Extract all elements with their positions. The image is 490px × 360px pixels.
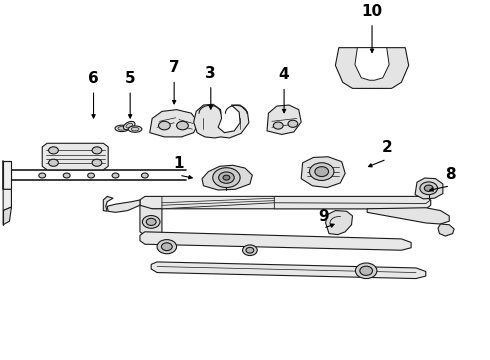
Text: 8: 8	[445, 167, 456, 181]
Text: 2: 2	[381, 140, 392, 155]
Polygon shape	[103, 197, 113, 211]
Circle shape	[159, 121, 170, 130]
Circle shape	[223, 175, 230, 180]
Circle shape	[143, 216, 160, 228]
Circle shape	[360, 266, 372, 275]
Circle shape	[176, 121, 188, 130]
Circle shape	[147, 219, 156, 225]
Polygon shape	[140, 205, 162, 236]
Text: 1: 1	[174, 156, 184, 171]
Polygon shape	[267, 105, 301, 134]
Circle shape	[112, 173, 119, 178]
Polygon shape	[326, 211, 352, 235]
Polygon shape	[301, 157, 345, 188]
Circle shape	[157, 240, 176, 254]
Text: 7: 7	[169, 60, 179, 75]
Ellipse shape	[118, 127, 126, 130]
Polygon shape	[202, 165, 252, 190]
Polygon shape	[3, 207, 11, 225]
Circle shape	[63, 173, 70, 178]
Polygon shape	[162, 197, 274, 209]
Circle shape	[273, 122, 283, 129]
Polygon shape	[367, 208, 449, 224]
Circle shape	[161, 243, 172, 251]
Circle shape	[420, 182, 438, 195]
Ellipse shape	[115, 125, 129, 132]
Polygon shape	[438, 224, 454, 236]
Polygon shape	[335, 48, 409, 89]
Polygon shape	[151, 262, 426, 279]
Polygon shape	[274, 200, 431, 209]
Circle shape	[288, 120, 298, 127]
Circle shape	[213, 168, 240, 188]
Circle shape	[49, 159, 58, 166]
Polygon shape	[194, 104, 249, 138]
Text: 6: 6	[88, 71, 99, 86]
Polygon shape	[3, 161, 11, 189]
Circle shape	[39, 173, 46, 178]
Text: 9: 9	[318, 209, 328, 224]
Circle shape	[88, 173, 95, 178]
Circle shape	[92, 159, 102, 166]
Polygon shape	[150, 110, 198, 137]
Polygon shape	[140, 232, 411, 250]
Polygon shape	[107, 200, 140, 212]
Ellipse shape	[126, 123, 132, 128]
Circle shape	[246, 247, 254, 253]
Polygon shape	[140, 197, 431, 209]
Ellipse shape	[123, 121, 135, 130]
Polygon shape	[3, 189, 11, 211]
Circle shape	[424, 185, 433, 192]
Circle shape	[243, 245, 257, 256]
Circle shape	[49, 147, 58, 154]
Text: 10: 10	[362, 4, 383, 19]
Ellipse shape	[128, 126, 142, 132]
Circle shape	[355, 263, 377, 279]
Circle shape	[310, 163, 334, 180]
Polygon shape	[42, 143, 108, 170]
Ellipse shape	[131, 127, 139, 131]
Polygon shape	[415, 178, 443, 199]
Circle shape	[92, 147, 102, 154]
Circle shape	[142, 173, 148, 178]
Text: 4: 4	[279, 67, 290, 82]
Circle shape	[315, 167, 329, 176]
Polygon shape	[355, 48, 389, 80]
Text: 3: 3	[205, 66, 216, 81]
Text: 5: 5	[125, 71, 136, 86]
Circle shape	[219, 172, 234, 183]
